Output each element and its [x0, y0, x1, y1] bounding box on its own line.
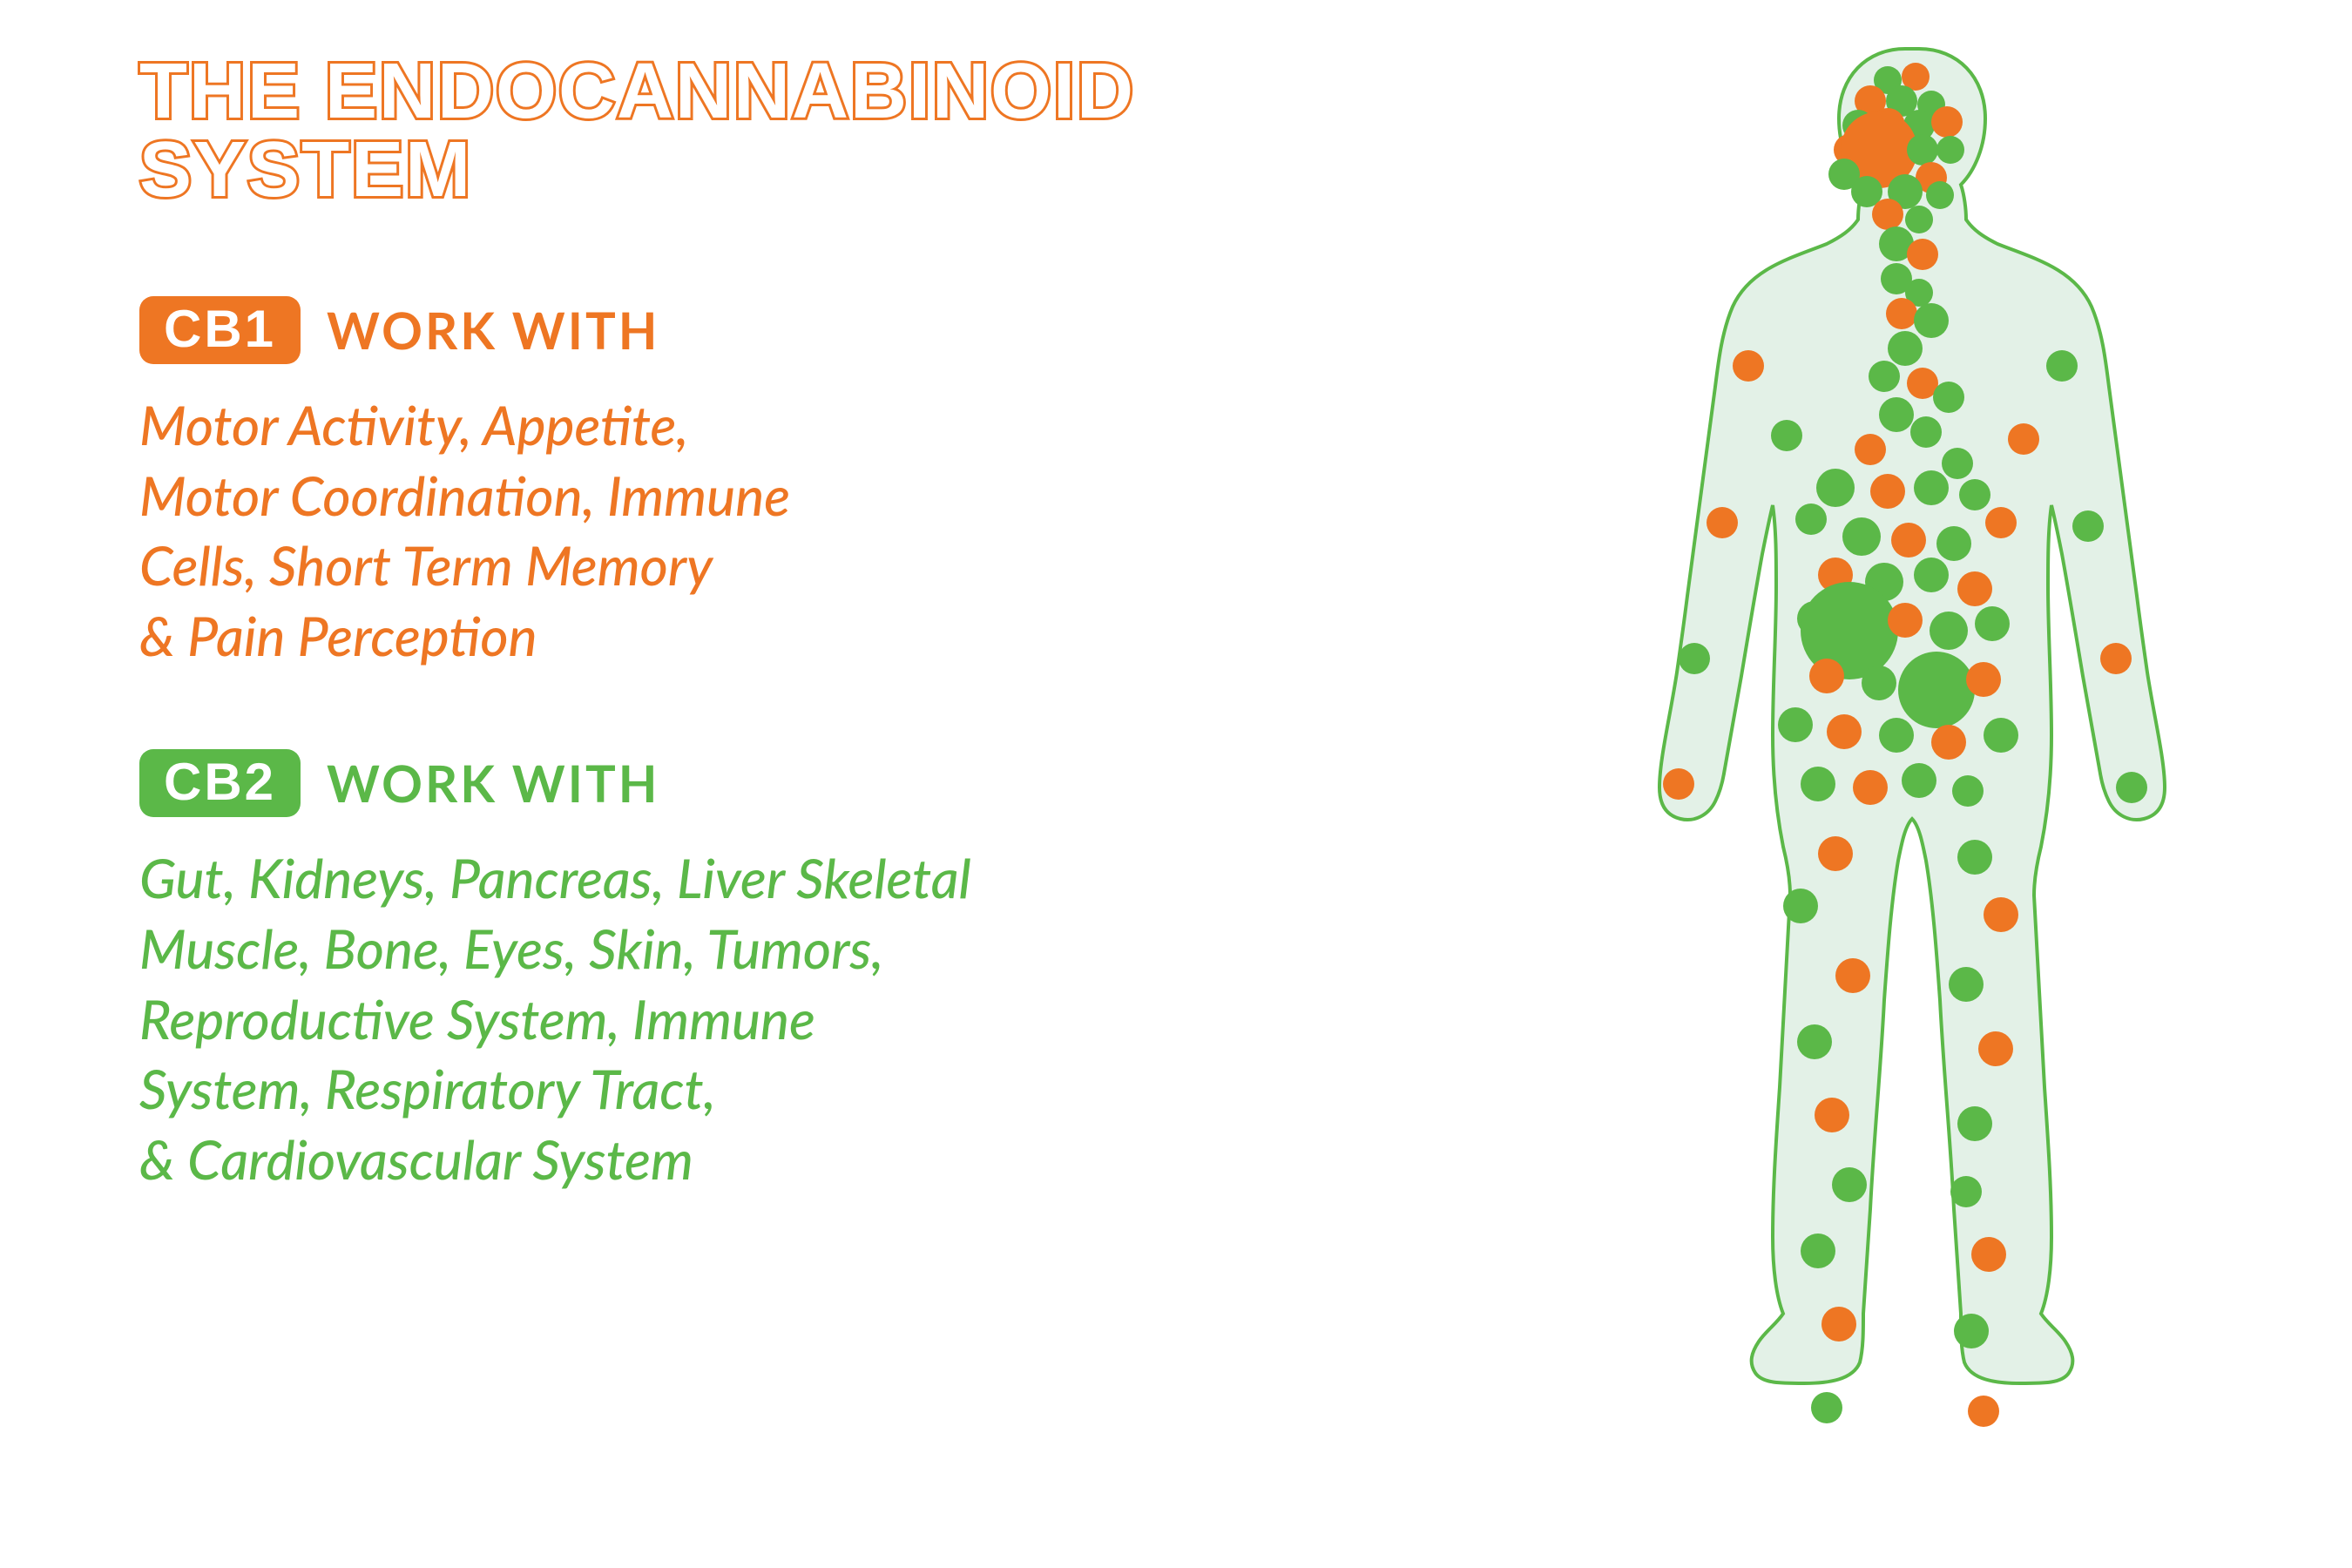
cb2-receptor-dot — [1952, 775, 1984, 807]
cb2-receptor-dot — [1914, 558, 1949, 592]
cb2-receptor-dot — [1942, 448, 1973, 479]
text-column: THE ENDOCANNABINOID SYSTEM CB1 WORK WITH… — [0, 0, 1458, 1568]
cb1-receptor-dot — [1855, 434, 1886, 465]
cb1-receptor-dot — [1968, 1396, 1999, 1427]
cb2-receptor-dot — [1797, 1024, 1832, 1059]
cb1-receptor-dot — [1815, 1098, 1849, 1132]
cb2-receptor-dot — [2116, 772, 2147, 803]
cb1-receptor-dot — [1931, 725, 1966, 760]
cb1-receptor-dot — [1886, 298, 1917, 329]
cb1-receptor-dot — [1966, 662, 2001, 697]
cb1-receptor-dot — [1891, 523, 1926, 558]
cb1-receptor-dot — [1957, 571, 1992, 606]
cb2-receptor-dot — [1862, 666, 1896, 700]
cb2-receptor-dot — [1936, 526, 1971, 561]
cb1-receptor-dot — [1809, 659, 1844, 693]
cb1-heading: WORK WITH — [327, 301, 659, 361]
figure-column — [1458, 0, 2352, 1568]
cb2-header: CB2 WORK WITH — [139, 749, 1423, 817]
cb1-header: CB1 WORK WITH — [139, 296, 1423, 364]
cb2-receptor-dot — [1949, 967, 1984, 1002]
cb2-receptor-dot — [1778, 707, 1813, 742]
cb1-receptor-dot — [1978, 1031, 2013, 1066]
cb1-receptor-dot — [2008, 423, 2039, 455]
cb2-receptor-dot — [2046, 350, 2078, 382]
cb1-receptor-dot — [1663, 768, 1694, 800]
cb1-receptor-dot — [1827, 714, 1862, 749]
cb2-receptor-dot — [1783, 889, 1818, 923]
cb2-receptor-dot — [1801, 1233, 1835, 1268]
infographic-container: THE ENDOCANNABINOID SYSTEM CB1 WORK WITH… — [0, 0, 2352, 1568]
cb2-receptor-dot — [1975, 606, 2010, 641]
cb1-receptor-dot — [1888, 603, 1923, 638]
cb2-receptor-dot — [1869, 361, 1900, 392]
cb1-receptor-dot — [1984, 897, 2018, 932]
cb1-receptor-dot — [1818, 836, 1853, 871]
cb2-receptor-dot — [1879, 718, 1914, 753]
cb1-receptor-dot — [2100, 643, 2132, 674]
cb1-receptor-dot — [1971, 1237, 2006, 1272]
cb1-receptor-dot — [1907, 239, 1938, 270]
cb2-body: Gut, Kidneys, Pancreas, Liver Skeletal M… — [139, 843, 1423, 1194]
cb1-badge: CB1 — [139, 296, 301, 364]
cb1-receptor-dot — [1835, 958, 1870, 993]
cb2-receptor-dot — [1801, 767, 1835, 801]
cb2-receptor-dot — [1795, 504, 1827, 535]
main-title: THE ENDOCANNABINOID SYSTEM — [139, 52, 1423, 209]
cb2-receptor-dot — [1910, 416, 1942, 448]
cb1-receptor-dot — [1985, 507, 2017, 538]
cb2-receptor-dot — [1914, 303, 1949, 338]
cb1-receptor-dot — [1870, 474, 1905, 509]
cb2-receptor-dot — [1907, 134, 1938, 166]
cb2-receptor-dot — [1950, 1176, 1982, 1207]
cb1-receptor-dot — [1931, 106, 1963, 138]
cb2-receptor-dot — [1679, 643, 1710, 674]
cb2-receptor-dot — [1957, 1106, 1992, 1141]
cb2-receptor-dot — [1905, 206, 1933, 233]
cb2-section: CB2 WORK WITH Gut, Kidneys, Pancreas, Li… — [139, 749, 1423, 1194]
cb2-receptor-dot — [1926, 181, 1954, 209]
cb1-receptor-dot — [1872, 199, 1903, 230]
cb2-receptor-dot — [1898, 652, 1975, 728]
cb2-receptor-dot — [1902, 763, 1936, 798]
cb2-receptor-dot — [1832, 1167, 1867, 1202]
cb2-receptor-dot — [1771, 420, 1802, 451]
cb1-section: CB1 WORK WITH Motor Activity, Appetite, … — [139, 296, 1423, 671]
human-body-diagram — [1626, 35, 2184, 1533]
cb1-receptor-dot — [1853, 770, 1888, 805]
cb2-receptor-dot — [1959, 479, 1990, 510]
cb2-receptor-dot — [1879, 397, 1914, 432]
cb2-receptor-dot — [1816, 469, 1855, 507]
cb2-receptor-dot — [1842, 517, 1881, 556]
cb1-receptor-dot — [1707, 507, 1738, 538]
cb2-receptor-dot — [1984, 718, 2018, 753]
cb2-badge: CB2 — [139, 749, 301, 817]
cb1-body: Motor Activity, Appetite, Motor Coordina… — [139, 390, 1423, 671]
cb2-heading: WORK WITH — [327, 754, 659, 814]
cb1-receptor-dot — [1733, 350, 1764, 382]
cb2-receptor-dot — [1888, 331, 1923, 366]
cb2-receptor-dot — [1936, 136, 1964, 164]
cb2-receptor-dot — [1933, 382, 1964, 413]
cb2-receptor-dot — [1914, 470, 1949, 505]
receptor-dots — [1663, 63, 2147, 1427]
cb2-receptor-dot — [2072, 510, 2104, 542]
cb2-receptor-dot — [1811, 1392, 1842, 1423]
cb2-receptor-dot — [1930, 612, 1968, 650]
cb2-receptor-dot — [1954, 1314, 1989, 1348]
cb2-receptor-dot — [1957, 840, 1992, 875]
cb1-receptor-dot — [1821, 1307, 1856, 1342]
